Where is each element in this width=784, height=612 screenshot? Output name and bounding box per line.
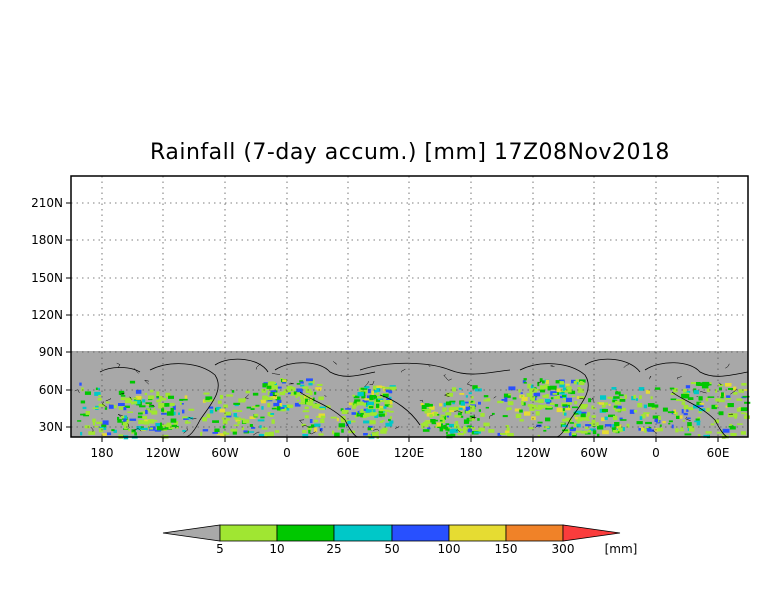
longitude-label: 120E bbox=[394, 446, 425, 460]
longitude-label: 0 bbox=[652, 446, 660, 460]
latitude-label: 120N bbox=[31, 308, 63, 322]
colorbar-label: 10 bbox=[269, 542, 284, 556]
longitude-label: 60W bbox=[580, 446, 607, 460]
longitude-label: 60E bbox=[707, 446, 730, 460]
longitude-label: 180 bbox=[91, 446, 114, 460]
colorbar-high-triangle bbox=[562, 524, 621, 542]
no-data-band bbox=[71, 351, 748, 437]
colorbar-segment bbox=[219, 524, 278, 542]
longitude-label: 0 bbox=[283, 446, 291, 460]
colorbar-label: 25 bbox=[326, 542, 341, 556]
colorbar-segment bbox=[276, 524, 335, 542]
latitude-label: 180N bbox=[31, 233, 63, 247]
longitude-label: 60E bbox=[337, 446, 360, 460]
map-title: Rainfall (7-day accum.) [mm] 17Z08Nov201… bbox=[150, 140, 670, 165]
latitude-label: 210N bbox=[31, 196, 63, 210]
colorbar-segment bbox=[391, 524, 450, 542]
longitude-label: 180 bbox=[460, 446, 483, 460]
longitude-label: 120W bbox=[146, 446, 181, 460]
colorbar: 5 10 25 50 100 150 300 [mm] bbox=[162, 524, 638, 556]
colorbar-segment bbox=[333, 524, 393, 542]
latitude-label: 90N bbox=[39, 345, 63, 359]
coastlines bbox=[74, 358, 749, 438]
longitude-labels: 180 120W 60W 0 60E 120E 180 120W 60W 0 60E bbox=[91, 437, 730, 460]
latitude-labels: 210N 180N 150N 120N 90N 60N 30N bbox=[31, 196, 71, 434]
longitude-label: 120W bbox=[516, 446, 551, 460]
colorbar-label: 100 bbox=[438, 542, 461, 556]
latitude-label: 30N bbox=[39, 420, 63, 434]
colorbar-segment bbox=[448, 524, 507, 542]
map-plot-area bbox=[71, 176, 751, 440]
colorbar-low-triangle bbox=[162, 524, 221, 542]
latitude-label: 60N bbox=[39, 383, 63, 397]
latitude-label: 150N bbox=[31, 271, 63, 285]
colorbar-label: 50 bbox=[384, 542, 399, 556]
colorbar-label: 150 bbox=[495, 542, 518, 556]
longitude-label: 60W bbox=[211, 446, 238, 460]
colorbar-label: 5 bbox=[216, 542, 224, 556]
colorbar-segment bbox=[505, 524, 564, 542]
colorbar-unit: [mm] bbox=[605, 542, 638, 556]
colorbar-label: 300 bbox=[552, 542, 575, 556]
